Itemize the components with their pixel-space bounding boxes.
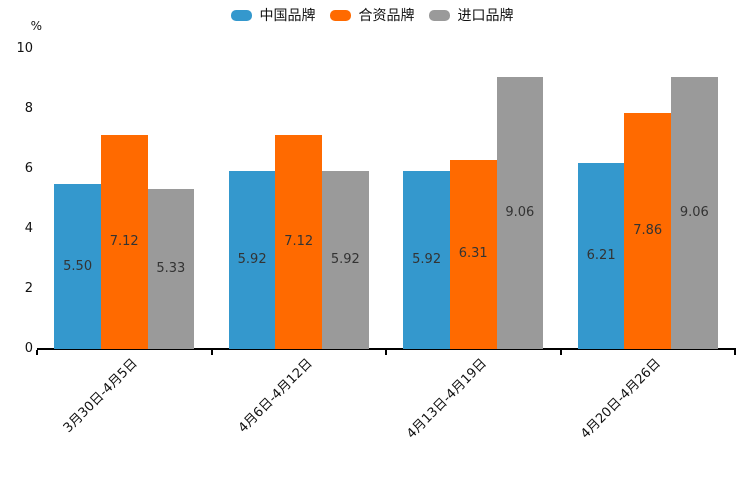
y-axis-tick-label: 6: [24, 161, 33, 176]
bar-value-label: 7.12: [284, 234, 314, 250]
x-axis-label: 4月20日-4月26日: [578, 356, 665, 442]
bar: [449, 159, 497, 349]
legend-item-label: 合资品牌: [358, 8, 415, 24]
bar: [100, 135, 148, 349]
y-axis-tick-label: 4: [24, 221, 33, 236]
x-axis-line: [37, 348, 736, 350]
bar: [54, 184, 101, 349]
legend-item: 进口品牌: [428, 5, 514, 25]
bar-value-label: 9.06: [679, 205, 709, 221]
x-axis-tick: [36, 350, 38, 355]
bar-value-label: 5.92: [412, 252, 442, 268]
x-axis-label: 3月30日-4月5日: [60, 356, 141, 436]
bar-value-label: 5.92: [330, 252, 360, 268]
y-axis-tick-label: 10: [16, 41, 33, 56]
bar-value-label: 7.12: [109, 234, 139, 250]
legend-swatch-icon: [428, 9, 450, 21]
y-axis-tick-label: 8: [24, 101, 33, 116]
legend-swatch-icon: [329, 9, 351, 21]
legend-item: 合资品牌: [329, 5, 415, 25]
bar-value-label: 6.21: [586, 247, 616, 263]
legend-item-label: 进口品牌: [457, 8, 514, 24]
bar-value-label: 5.33: [156, 261, 186, 277]
bar-value-label: 6.31: [458, 246, 488, 262]
x-axis-label: 4月6日-4月12日: [235, 356, 316, 436]
bar: [147, 189, 195, 349]
legend: 中国品牌 合资品牌 进口品牌: [0, 5, 744, 25]
bar: [275, 135, 323, 349]
y-axis-tick-label: 2: [24, 281, 33, 296]
bar-value-label: 5.92: [237, 252, 267, 268]
x-axis-label: 4月13日-4月19日: [404, 356, 490, 442]
bar: [403, 171, 450, 349]
y-axis-tick-label: 0: [24, 341, 33, 356]
legend-item-label: 中国品牌: [259, 8, 316, 24]
x-axis-tick: [385, 350, 387, 355]
bar: [624, 113, 672, 349]
bar-value-label: 9.06: [505, 205, 535, 221]
bar: [671, 77, 718, 349]
x-axis-tick: [210, 350, 213, 355]
y-axis-unit-label: %: [30, 19, 42, 33]
legend-item: 中国品牌: [230, 5, 316, 25]
bar: [496, 77, 544, 349]
bar: [228, 171, 276, 349]
x-axis-tick: [559, 350, 562, 355]
legend-swatch-icon: [230, 9, 252, 21]
bar: [577, 162, 625, 349]
bar-value-label: 5.50: [63, 258, 93, 274]
x-axis-tick: [734, 350, 736, 355]
bar-value-label: 7.86: [633, 223, 663, 239]
bar: [322, 171, 369, 349]
